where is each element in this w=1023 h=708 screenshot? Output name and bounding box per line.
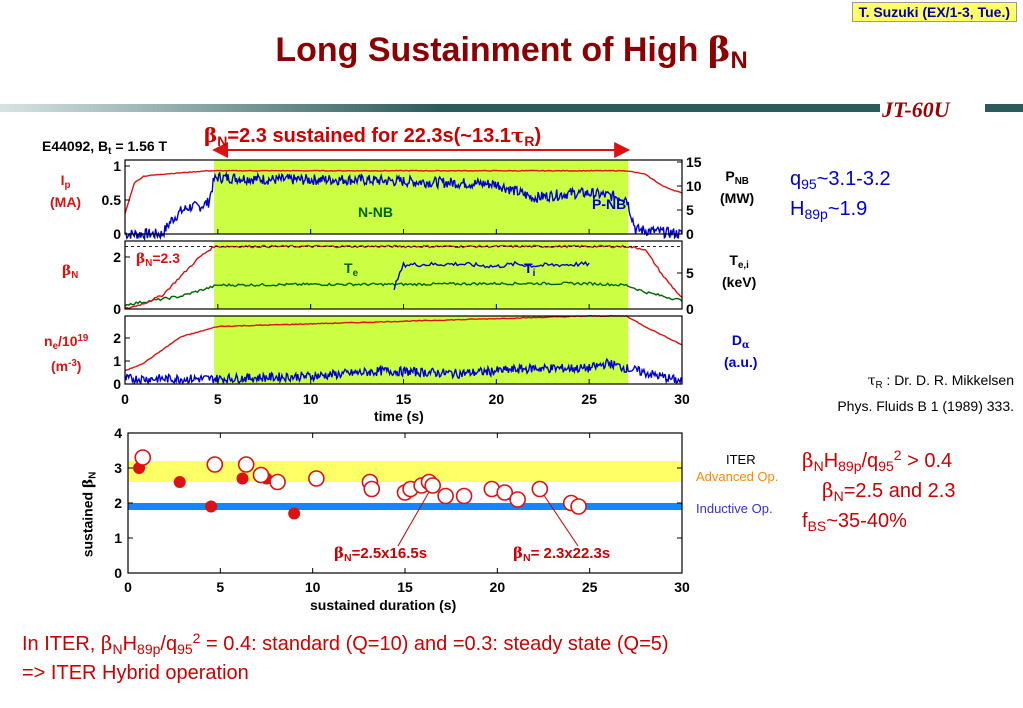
open-data-point [206,456,224,473]
q95-note: q95~3.1-3.2 [790,168,891,193]
bottom-x-axis-label: sustained duration (s) [310,597,457,613]
temp-axis-tick-label: 0 [686,301,694,317]
nnb-annotation: N-NB [358,204,393,220]
time-tick-label: 15 [396,391,412,407]
duration-tick-label: 0 [124,579,132,595]
filled-data-point [173,476,186,488]
legend-iter: ITER [726,452,756,467]
open-data-point [437,487,454,505]
betan-tick-label: 1 [114,530,122,546]
open-data-point [531,480,549,498]
ti-annotation: Ti [524,260,536,279]
open-data-point [509,491,526,508]
open-data-point [455,487,473,505]
annotation-22s: βN= 2.3x22.3s [513,544,611,565]
duration-tick-label: 30 [674,579,690,595]
pnb-axis-tick-label: 0 [686,226,694,242]
betan-tick-label: 4 [114,425,122,441]
pnb-axis-tick-label: 15 [686,154,702,170]
pnb-axis-tick-label: 5 [686,202,694,218]
duration-tick-label: 20 [490,579,506,595]
ne-axis-tick-label: 0 [113,376,121,392]
author-badge: T. Suzuki (EX/1-3, Tue.) [851,2,1017,22]
fbs-note: fBS~35-40% [802,510,907,535]
te-annotation: Te [344,260,359,279]
panel2-right-label: Te,i (keV) [722,252,757,290]
ip-axis-tick-label: 1 [113,158,121,174]
open-data-point [424,477,442,494]
duration-tick-label: 10 [305,579,321,595]
temp-axis-tick-label: 5 [686,265,694,281]
duration-tick-label: 5 [216,579,224,595]
bottom-y-axis-label: sustained βN [79,471,99,558]
betan-tick-label: 2 [114,495,122,511]
open-data-point [134,449,152,466]
time-tick-label: 30 [674,391,690,407]
betan-axis-tick-label: 2 [113,249,121,265]
legend-advanced: Advanced Op. [696,469,779,484]
betan-tick-label: 3 [114,460,122,476]
inductive-op-band [128,503,682,510]
time-tick-label: 5 [214,391,222,407]
ti-trace [393,260,590,290]
highlight-window-2 [214,241,629,309]
filled-data-point [205,500,218,513]
filled-data-point [288,507,301,520]
panel1-left-label: Ip (MA) [50,172,82,210]
duration-tick-label: 25 [582,579,598,595]
time-tick-label: 25 [581,391,597,407]
leader-16s [397,485,434,547]
shot-label: E44092, Bt = 1.56 T [42,138,168,157]
time-axis-label: time (s) [374,408,424,424]
time-tick-label: 10 [303,391,319,407]
pnb-axis-tick-label: 10 [686,178,702,194]
panel2-left-label: βN [62,263,79,281]
open-data-point [252,466,270,484]
title-beta-symbol: β [707,30,731,70]
time-tick-label: 0 [121,391,129,407]
panel3-right-label: Dα (a.u.) [724,332,758,370]
ip-axis-tick-label: 0 [113,226,121,242]
leader-22s [539,488,579,547]
criterion-note: βNH89p/q952 > 0.4 [802,447,953,475]
open-data-point [308,470,325,487]
pnb-trace [124,170,683,241]
header-rule-right [985,104,1023,112]
te-trace [124,281,683,307]
time-tick-label: 20 [489,391,505,407]
h89-note: H89p~1.9 [790,198,868,223]
ip-trace [124,169,683,214]
duration-tick-label: 15 [397,579,413,595]
headline-label: βN=2.3 sustained for 22.3s(~13.1τR) [204,123,542,150]
ne-axis-tick-label: 1 [113,353,121,369]
betan-tick-label: 0 [114,565,122,581]
pnb-annotation: P-NB [592,196,627,212]
panel3-left-label: ne/1019 (m-3) [44,332,89,374]
footer-line-1: In ITER, βNH89p/q952 = 0.4: standard (Q=… [22,630,669,658]
ne-axis-tick-label: 2 [113,330,121,346]
header-rule [0,104,880,112]
open-data-point [570,498,587,515]
beta-annotation: βN=2.3 [136,250,181,269]
annotation-16s: βN=2.5x16.5s [334,544,428,565]
open-data-point [363,480,381,498]
open-data-point [269,473,286,491]
legend-inductive: Inductive Op. [696,501,773,516]
open-data-point [496,484,514,501]
filled-data-point [236,472,249,485]
betan-axis-tick-label: 0 [113,301,121,317]
device-label: JT-60U [882,97,950,122]
ip-axis-tick-label: 0.5 [102,192,122,208]
beta-values-note: βN=2.5 and 2.3 [822,478,956,505]
open-data-point [237,456,255,473]
footer-line-2: => ITER Hybrid operation [22,662,249,684]
page-title: Long Sustainment of High βN [275,30,748,75]
panel1-right-label: PNB (MW) [720,168,755,206]
reference-note: τR : Dr. D. R. Mikkelsen Phys. Fluids B 1… [837,372,1014,414]
